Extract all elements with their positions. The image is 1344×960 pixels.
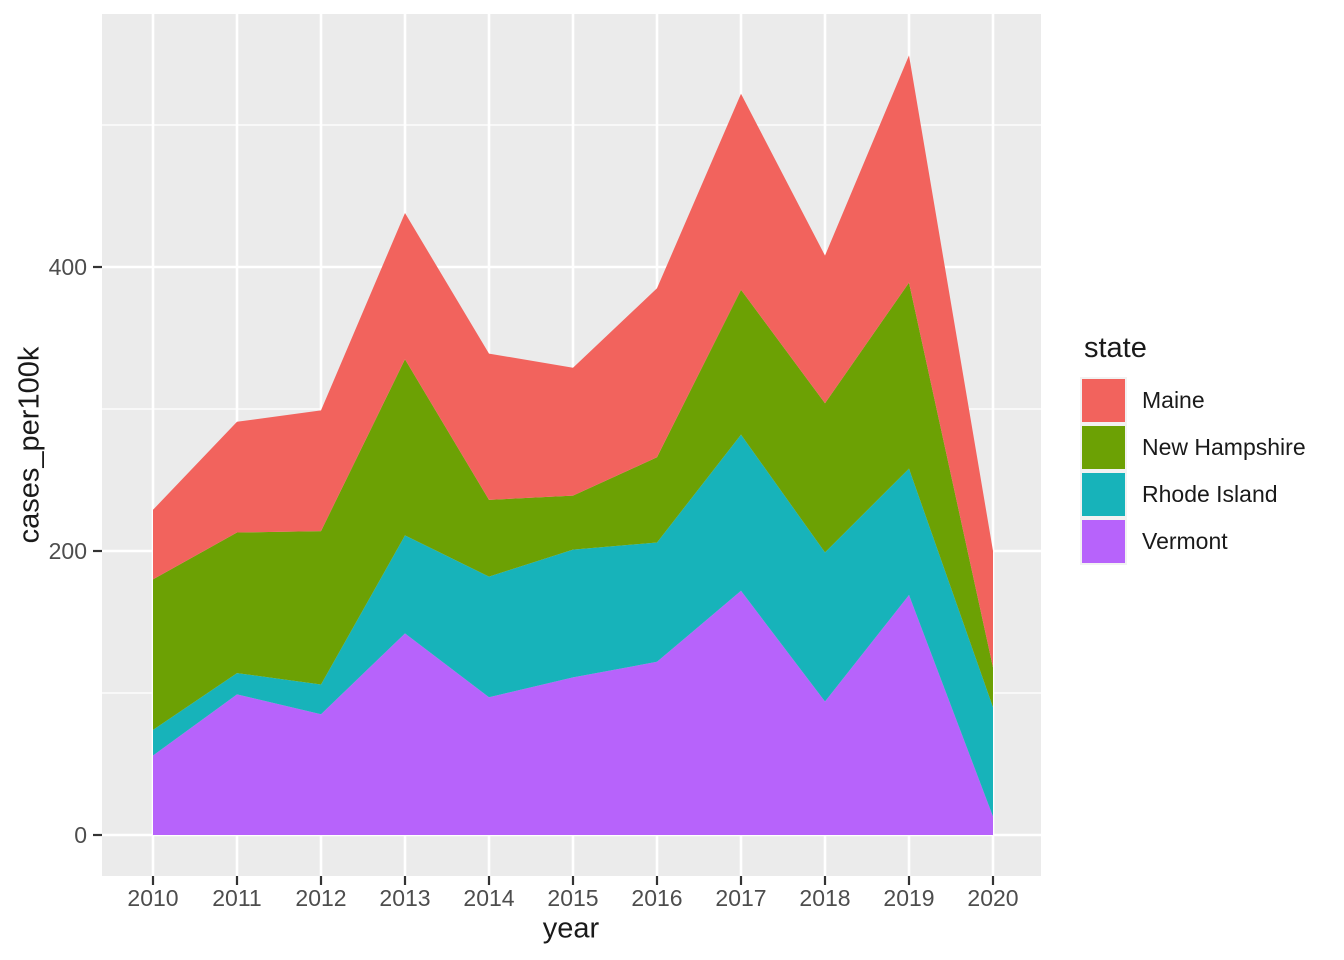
- legend-label: Vermont: [1142, 528, 1228, 554]
- legend-row-new-hampshire: New Hampshire: [1080, 424, 1306, 471]
- x-tick-label: 2016: [631, 885, 682, 911]
- legend-title: state: [1084, 332, 1147, 364]
- legend-row-rhode-island: Rhode Island: [1080, 471, 1306, 518]
- x-tick-label: 2019: [883, 885, 934, 911]
- legend-label: Rhode Island: [1142, 481, 1278, 507]
- legend-swatch-vermont: [1080, 518, 1127, 565]
- area-vermont: [153, 590, 993, 835]
- area-new-hampshire: [153, 282, 993, 730]
- legend-swatch-new-hampshire: [1080, 424, 1127, 471]
- x-tick-label: 2017: [715, 885, 766, 911]
- x-tick-label: 2015: [547, 885, 598, 911]
- x-tick-label: 2010: [127, 885, 178, 911]
- y-axis-title: cases_per100k: [13, 346, 46, 544]
- legend-row-vermont: Vermont: [1080, 518, 1306, 565]
- legend-swatch-maine: [1080, 377, 1127, 424]
- x-tick-label: 2013: [379, 885, 430, 911]
- legend-label: New Hampshire: [1142, 434, 1306, 460]
- x-axis-title: year: [542, 912, 600, 945]
- legend: state Maine New Hampshire Rhode Island Verm…: [1080, 332, 1306, 567]
- area-rhode-island: [153, 434, 993, 817]
- x-tick-label: 2018: [799, 885, 850, 911]
- x-tick-label: 2014: [463, 885, 514, 911]
- y-tick-label: 200: [49, 538, 87, 564]
- legend-row-maine: Maine: [1080, 377, 1306, 424]
- y-tick-label: 0: [74, 822, 87, 848]
- legend-entries: Maine New Hampshire Rhode Island Vermont: [1080, 377, 1306, 565]
- area-maine: [153, 55, 993, 668]
- legend-swatch-rhode-island: [1080, 471, 1127, 518]
- y-tick-label: 400: [49, 254, 87, 280]
- x-tick-label: 2011: [212, 885, 261, 911]
- legend-label: Maine: [1142, 387, 1205, 413]
- x-tick-label: 2020: [967, 885, 1018, 911]
- x-tick-label: 2012: [295, 885, 346, 911]
